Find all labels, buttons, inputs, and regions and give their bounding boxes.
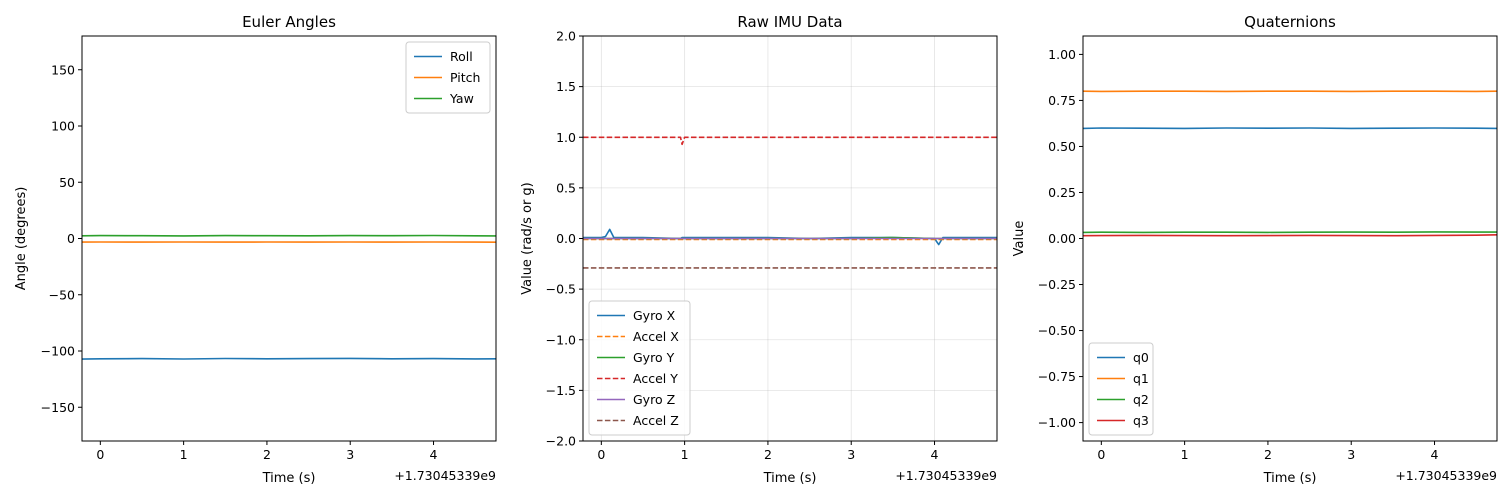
y-tick-label: 1.00 bbox=[1048, 47, 1076, 62]
y-tick-label: 50 bbox=[59, 175, 75, 190]
x-tick-label: 4 bbox=[430, 447, 438, 462]
y-tick-label: −50 bbox=[49, 287, 75, 302]
y-tick-label: −0.5 bbox=[546, 282, 576, 297]
x-axis-label: Time (s) bbox=[262, 471, 316, 486]
x-axis-label: Time (s) bbox=[763, 471, 817, 486]
x-tick-label: 3 bbox=[847, 447, 855, 462]
x-tick-label: 1 bbox=[1181, 447, 1189, 462]
y-tick-label: 0.75 bbox=[1048, 93, 1076, 108]
y-tick-label: −1.00 bbox=[1038, 415, 1076, 430]
legend-label: q1 bbox=[1133, 371, 1149, 386]
plot-area bbox=[1083, 90, 1497, 237]
x-tick-label: 0 bbox=[1097, 447, 1105, 462]
y-tick-label: 150 bbox=[51, 62, 75, 77]
x-tick-label: 2 bbox=[1264, 447, 1272, 462]
x-offset-text: +1.73045339e9 bbox=[394, 468, 496, 483]
y-tick-label: −0.50 bbox=[1038, 323, 1076, 338]
x-offset-text: +1.73045339e9 bbox=[1395, 468, 1497, 483]
legend-box bbox=[1088, 342, 1154, 436]
legend-label: Roll bbox=[450, 49, 473, 64]
series-line-accel-y bbox=[583, 136, 997, 146]
x-tick-label: 4 bbox=[931, 447, 939, 462]
y-tick-label: 0 bbox=[67, 231, 75, 246]
legend-label: Accel Y bbox=[633, 371, 678, 386]
y-tick-label: −1.0 bbox=[546, 332, 576, 347]
y-tick-label: 0.00 bbox=[1048, 231, 1076, 246]
x-axis-label: Time (s) bbox=[1263, 471, 1317, 486]
legend-label: q3 bbox=[1133, 413, 1149, 428]
y-axis-label: Value bbox=[1012, 221, 1027, 257]
series-line-q3 bbox=[1083, 234, 1497, 237]
chart-panel-1: 0 1 2 3 4 −150 −100 −50 0 50 100 150 +1.73045339e9 Eu… bbox=[14, 13, 497, 486]
y-tick-label: 0.5 bbox=[556, 180, 576, 195]
x-tick-label: 3 bbox=[346, 447, 354, 462]
x-offset-text: +1.73045339e9 bbox=[895, 468, 997, 483]
legend-label: Accel Z bbox=[633, 413, 679, 428]
legend: q0 q1 q2 q3 bbox=[1088, 342, 1154, 436]
legend: Gyro X Accel X Gyro Y Accel Y Gyro Z Accel Z bbox=[588, 300, 691, 436]
y-tick-label: −2.0 bbox=[546, 434, 576, 449]
chart-title: Quaternions bbox=[1244, 13, 1336, 31]
legend-box bbox=[405, 41, 491, 114]
y-tick-label: −100 bbox=[41, 344, 75, 359]
x-tick-label: 1 bbox=[681, 447, 689, 462]
y-tick-label: −0.75 bbox=[1038, 369, 1076, 384]
series-line-roll bbox=[82, 357, 496, 360]
x-tick-label: 2 bbox=[263, 447, 271, 462]
x-tick-label: 3 bbox=[1347, 447, 1355, 462]
chart-title: Euler Angles bbox=[242, 13, 336, 31]
y-tick-label: 0.25 bbox=[1048, 185, 1076, 200]
legend: Roll Pitch Yaw bbox=[405, 41, 491, 114]
y-tick-label: −0.25 bbox=[1038, 277, 1076, 292]
legend-label: Gyro X bbox=[633, 308, 676, 323]
x-tick-label: 4 bbox=[1431, 447, 1439, 462]
y-axis-label: Angle (degrees) bbox=[14, 187, 29, 291]
y-tick-label: 2.0 bbox=[556, 29, 576, 44]
legend-label: q2 bbox=[1133, 392, 1149, 407]
x-tick-label: 1 bbox=[180, 447, 188, 462]
y-tick-label: 100 bbox=[51, 119, 75, 134]
plot-area bbox=[583, 136, 997, 269]
series-line-q2 bbox=[1083, 231, 1497, 234]
series-line-gyro-x bbox=[583, 228, 997, 246]
legend-label: q0 bbox=[1133, 350, 1149, 365]
x-tick-label: 0 bbox=[597, 447, 605, 462]
y-tick-label: 0.50 bbox=[1048, 139, 1076, 154]
y-axis-label: Value (rad/s or g) bbox=[520, 182, 535, 295]
y-tick-label: −150 bbox=[41, 400, 75, 415]
y-tick-label: 1.5 bbox=[556, 79, 576, 94]
legend-label: Yaw bbox=[449, 91, 474, 106]
chart-panel-2: 0 1 2 3 4 −2.0 −1.5 −1.0 −0.5 0.0 0.5 1.0 1.5 2.0 +1.7… bbox=[520, 13, 998, 486]
x-tick-label: 2 bbox=[764, 447, 772, 462]
y-tick-label: −1.5 bbox=[546, 383, 576, 398]
plot-area bbox=[82, 234, 496, 360]
x-tick-label: 0 bbox=[96, 447, 104, 462]
legend-label: Pitch bbox=[450, 70, 480, 85]
legend-label: Accel X bbox=[633, 329, 679, 344]
legend-label: Gyro Z bbox=[633, 392, 675, 407]
y-tick-label: 0.0 bbox=[556, 231, 576, 246]
chart-title: Raw IMU Data bbox=[737, 13, 842, 31]
legend-label: Gyro Y bbox=[633, 350, 675, 365]
y-tick-label: 1.0 bbox=[556, 130, 576, 145]
legend-box bbox=[588, 300, 691, 436]
chart-panel-3: 0 1 2 3 4 −1.00 −0.75 −0.50 −0.25 0.00 0.25 0.50 0.7… bbox=[1012, 13, 1498, 486]
